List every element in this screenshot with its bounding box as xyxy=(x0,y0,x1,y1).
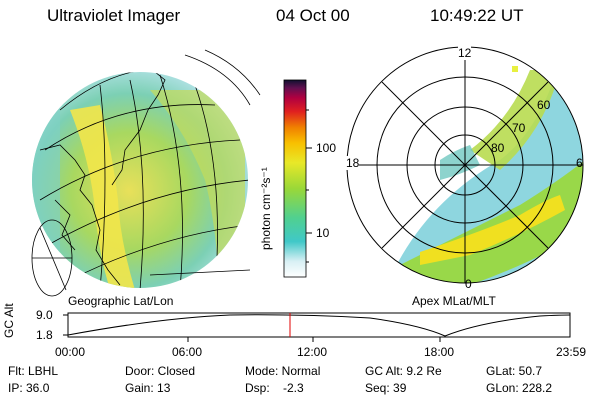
time-label: 10:49:22 UT xyxy=(430,6,524,25)
info-seq: Seq: 39 xyxy=(365,381,407,395)
altitude-ytick-low: 1.8 xyxy=(36,328,53,342)
altitude-xtick-2: 12:00 xyxy=(297,345,328,359)
info-mode: Mode: Normal xyxy=(245,364,321,378)
mlat-label-60: 60 xyxy=(537,98,551,112)
color-scale-bar xyxy=(283,79,312,278)
altitude-xtick-3: 18:00 xyxy=(424,345,455,359)
mlt-label-0: 0 xyxy=(465,277,472,291)
mlt-label-6: 6 xyxy=(576,156,583,170)
info-ip: IP: 36.0 xyxy=(8,381,50,395)
mlt-label-12: 12 xyxy=(458,46,472,60)
info-dsp: Dsp: -2.3 xyxy=(245,381,304,395)
colorbar-tick-10: 10 xyxy=(316,226,330,240)
app-title: Ultraviolet Imager xyxy=(47,6,181,25)
geographic-image xyxy=(31,49,261,297)
left-panel-caption: Geographic Lat/Lon xyxy=(68,294,174,308)
altitude-xtick-4: 23:59 xyxy=(556,345,587,359)
date-label: 04 Oct 00 xyxy=(276,6,350,25)
polar-mlat-mlt-plot xyxy=(346,46,584,284)
mlat-label-80: 80 xyxy=(491,141,505,155)
altitude-ylabel: GC Alt xyxy=(2,303,16,338)
info-gain: Gain: 13 xyxy=(125,381,171,395)
altitude-ytick-high: 9.0 xyxy=(36,308,53,322)
mlt-label-18: 18 xyxy=(346,156,360,170)
altitude-xtick-1: 06:00 xyxy=(172,345,203,359)
right-panel-caption: Apex MLat/MLT xyxy=(412,294,496,308)
altitude-xtick-0: 00:00 xyxy=(55,345,86,359)
info-flt: Flt: LBHL xyxy=(8,364,59,378)
altitude-plot xyxy=(63,312,571,342)
mlat-label-70: 70 xyxy=(512,121,526,135)
info-door: Door: Closed xyxy=(125,364,196,378)
colorbar-tick-100: 100 xyxy=(316,141,337,155)
info-glat: GLat: 50.7 xyxy=(486,364,543,378)
info-gc-alt: GC Alt: 9.2 Re xyxy=(365,364,442,378)
info-glon: GLon: 228.2 xyxy=(486,381,553,395)
colorbar-unit-label: photon cm⁻²s⁻¹ xyxy=(259,167,273,250)
